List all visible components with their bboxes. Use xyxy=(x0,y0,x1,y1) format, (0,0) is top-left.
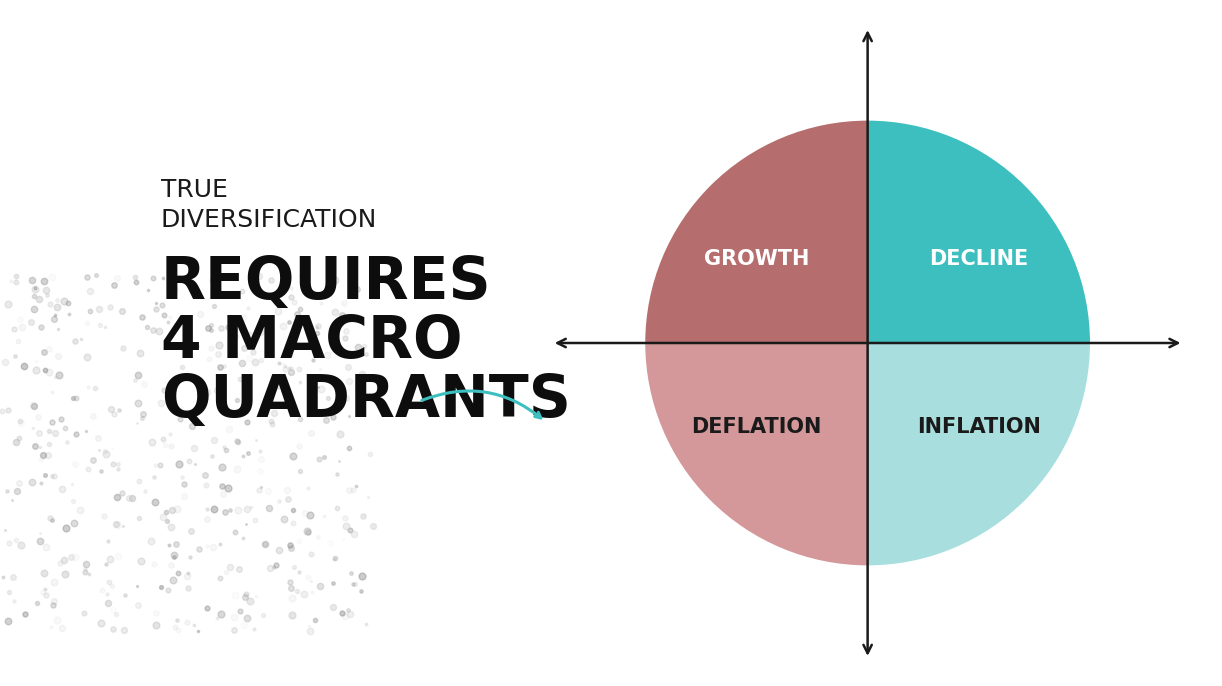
Text: DECLINE: DECLINE xyxy=(929,248,1029,268)
Text: INFLATION: INFLATION xyxy=(916,418,1041,438)
Wedge shape xyxy=(645,343,868,565)
Text: TRUE
DIVERSIFICATION: TRUE DIVERSIFICATION xyxy=(161,178,378,232)
Wedge shape xyxy=(868,121,1090,343)
Text: REQUIRES
4 MACRO
QUADRANTS: REQUIRES 4 MACRO QUADRANTS xyxy=(161,254,571,429)
Wedge shape xyxy=(868,343,1090,565)
Text: GROWTH: GROWTH xyxy=(704,248,809,268)
Wedge shape xyxy=(645,121,868,343)
Text: DEFLATION: DEFLATION xyxy=(692,418,821,438)
